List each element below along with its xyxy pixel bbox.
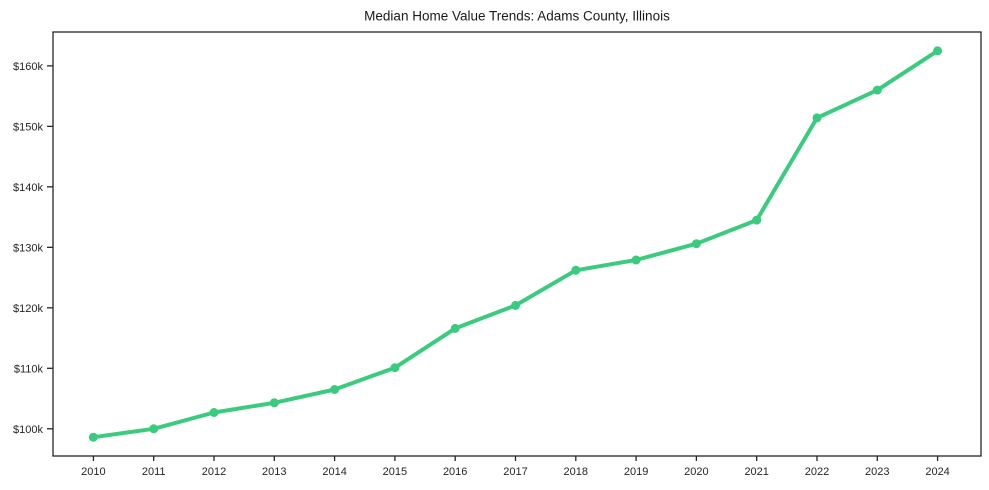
- data-series: [88, 46, 943, 442]
- data-point: [209, 408, 219, 417]
- x-tick-label: 2023: [865, 466, 889, 478]
- x-tick-label: 2019: [624, 466, 648, 478]
- y-tick-label: $100k: [13, 424, 43, 436]
- data-point: [691, 239, 701, 249]
- data-point: [933, 46, 943, 56]
- x-tick-label: 2020: [684, 466, 708, 478]
- x-axis: 2010 2011 2012 2013 2014 2015 2016 2017 2018 2019…: [81, 456, 950, 478]
- data-point: [269, 398, 279, 408]
- data-point: [330, 385, 340, 394]
- data-point: [571, 265, 581, 275]
- x-tick-label: 2021: [744, 466, 768, 478]
- data-point: [511, 300, 520, 310]
- y-tick-label: $110k: [14, 363, 44, 375]
- data-point: [872, 85, 882, 95]
- data-point: [631, 255, 641, 265]
- x-tick-label: 2022: [805, 466, 829, 478]
- x-tick-label: 2013: [262, 466, 286, 478]
- x-tick-label: 2010: [81, 466, 105, 478]
- x-tick-label: 2016: [443, 466, 467, 478]
- y-tick-label: $150k: [13, 121, 43, 133]
- data-point: [812, 113, 822, 123]
- data-line: [91, 48, 940, 440]
- x-tick-label: 2017: [503, 466, 527, 478]
- data-point: [752, 215, 762, 225]
- x-tick-label: 2024: [925, 466, 949, 478]
- x-tick-label: 2015: [383, 466, 407, 478]
- plot-frame: [52, 31, 982, 457]
- data-point: [390, 363, 400, 373]
- y-tick-label: $120k: [13, 303, 43, 315]
- data-point: [88, 432, 98, 442]
- x-tick-label: 2014: [322, 466, 346, 478]
- x-tick-label: 2012: [202, 466, 226, 478]
- y-tick-label: $140k: [13, 182, 43, 194]
- y-tick-label: $130k: [13, 242, 43, 254]
- x-tick-label: 2018: [564, 466, 588, 478]
- chart-title: Median Home Value Trends: Adams County, …: [364, 9, 670, 24]
- data-point: [149, 424, 159, 434]
- x-tick-label: 2011: [142, 466, 166, 478]
- data-point: [450, 323, 460, 333]
- y-axis: $100k $110k $120k $130k $140k $150k $160k: [13, 61, 53, 436]
- y-tick-label: $160k: [13, 61, 43, 73]
